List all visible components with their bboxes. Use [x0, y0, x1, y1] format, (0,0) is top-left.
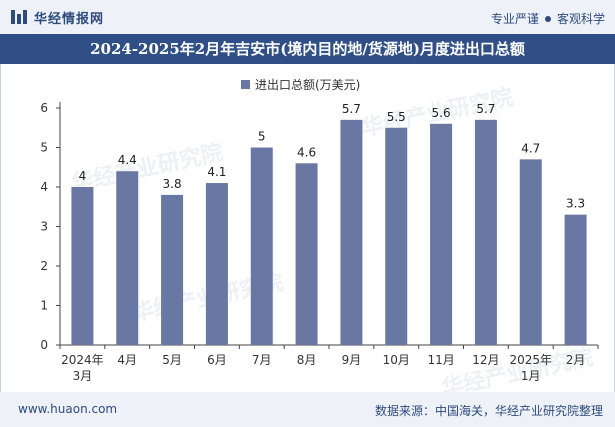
data-label: 5	[258, 130, 266, 144]
bar	[71, 187, 94, 345]
bar	[564, 214, 587, 345]
legend-swatch	[241, 79, 250, 89]
y-tick-label: 3	[40, 220, 48, 234]
y-tick-label: 0	[40, 338, 48, 352]
brand-logo[interactable]: 华经情报网	[10, 8, 105, 27]
data-label: 4.4	[118, 153, 137, 167]
x-tick-label: 8月	[297, 353, 317, 367]
data-label: 4	[79, 169, 87, 183]
bar	[116, 171, 139, 345]
bar	[295, 163, 318, 345]
x-tick-label: 6月	[207, 353, 227, 367]
x-tick-label: 11月	[427, 353, 454, 367]
data-label: 5.5	[387, 110, 406, 124]
x-tick-label: 2024年 3月	[61, 353, 104, 383]
bars	[71, 119, 587, 345]
bar	[474, 119, 497, 345]
data-label: 5.7	[342, 102, 361, 116]
x-tick-label: 2月	[566, 353, 586, 367]
x-tick-label: 2025年 1月	[509, 353, 552, 383]
y-tick-label: 2	[40, 259, 48, 273]
title-bar: 2024-2025年2月年吉安市(境内目的地/货源地)月度进出口总额	[0, 34, 615, 64]
axes: 0 1 2 3 4 5 6 2024年 3月 4月 5月 6月 7月 8月 9月 10月 11月 12月 2025年…	[40, 101, 599, 383]
tagline-professional: 专业严谨	[490, 12, 539, 26]
bar	[161, 194, 184, 345]
bar	[250, 147, 273, 345]
bar	[430, 123, 453, 345]
data-label: 5.7	[476, 102, 495, 116]
y-tick-label: 6	[40, 101, 48, 115]
top-bar: 华经情报网 专业严谨 客观科学	[0, 0, 615, 34]
bar	[205, 183, 228, 345]
y-tick-label: 4	[40, 180, 48, 194]
bar	[519, 159, 542, 345]
bar	[385, 127, 408, 345]
data-label: 3.8	[163, 177, 182, 191]
x-tick-label: 5月	[162, 353, 182, 367]
footer-url[interactable]: www.huaon.com	[18, 402, 118, 416]
brand-logo-icon	[11, 10, 27, 24]
footer: www.huaon.com 数据来源：中国海关，华经产业研究院整理	[0, 392, 615, 427]
data-label: 4.6	[297, 145, 316, 159]
data-label: 4.7	[521, 141, 540, 155]
bar-chart: 0 1 2 3 4 5 6 2024年 3月 4月 5月 6月 7月 8月 9月 10月 11月 12月 2025年…	[40, 101, 599, 383]
y-tick-label: 5	[40, 141, 48, 155]
x-tick-label: 9月	[342, 353, 362, 367]
data-label: 5.6	[432, 106, 451, 120]
x-tick-label: 10月	[383, 353, 410, 367]
x-tick-label: 12月	[472, 353, 499, 367]
data-label: 3.3	[566, 197, 585, 211]
dot-icon	[544, 15, 551, 22]
data-source: 数据来源：中国海关，华经产业研究院整理	[374, 404, 603, 418]
data-labels: 4 4.4 3.8 4.1 5 4.6 5.7 5.5 5.6 5.7 4.7 3.3	[79, 102, 586, 211]
legend: 进出口总额(万美元)	[241, 76, 360, 92]
data-label: 4.1	[207, 165, 226, 179]
site-name: 华经情报网	[34, 11, 105, 27]
bar	[340, 119, 363, 345]
tagline-objective: 客观科学	[556, 12, 605, 26]
chart-title: 2024-2025年2月年吉安市(境内目的地/货源地)月度进出口总额	[90, 40, 525, 58]
x-tick-label: 7月	[252, 353, 272, 367]
y-tick-label: 1	[40, 299, 48, 313]
tagline: 专业严谨 客观科学	[491, 10, 605, 27]
legend-label: 进出口总额(万美元)	[255, 77, 361, 92]
x-tick-label: 4月	[117, 353, 137, 367]
